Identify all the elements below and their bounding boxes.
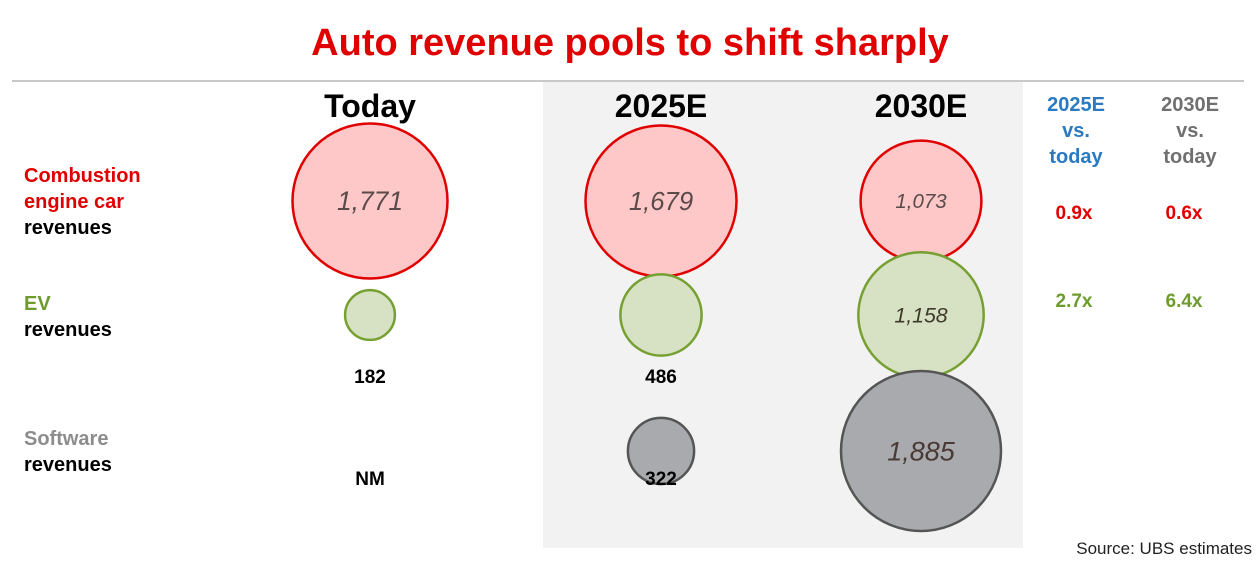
row-label-software: Software revenues (24, 426, 112, 478)
ratio-header-2030e: 2030E vs. today (1150, 92, 1230, 170)
row-label-ev: EV revenues (24, 291, 112, 343)
bubble-combustion-today (291, 122, 449, 280)
value-label-combustion-today: 1,771 (337, 186, 403, 216)
title-divider (12, 80, 1244, 82)
ratio-header-2030e-line: 2030E (1161, 94, 1219, 116)
value-label-software-2030e: 1,885 (887, 436, 956, 466)
ratio-header-2025e-line: vs. (1062, 120, 1090, 142)
bubble-ev-2025e (619, 273, 703, 357)
ratio-header-2025e-line: 2025E (1047, 94, 1105, 116)
value-label-ev-today: 182 (354, 367, 386, 388)
row-label-line: engine car (24, 191, 125, 213)
ratio-header-2025e-line: today (1049, 146, 1103, 168)
ratio-header-2025e: 2025E vs. today (1036, 92, 1116, 170)
ratio-header-2030e-line: today (1163, 146, 1217, 168)
value-label-combustion-2025e: 1,679 (629, 188, 693, 216)
value-label-software-2025e: 322 (645, 469, 677, 490)
ratio-header-2030e-line: vs. (1176, 120, 1204, 142)
ratio-ev-2030e: 6.4x (1165, 291, 1203, 312)
bubble-ev-today (343, 288, 397, 342)
value-label-ev-2030e: 1,158 (894, 303, 947, 327)
column-header-2025e: 2025E (614, 88, 708, 124)
ratio-combustion-2030e: 0.6x (1165, 203, 1203, 224)
row-label-line: revenues (24, 454, 112, 476)
column-header-today: Today (324, 88, 416, 124)
ratio-ev-2025e: 2.7x (1055, 291, 1093, 312)
row-label-combustion: Combustion engine car revenues (24, 163, 141, 241)
value-label-software-today: NM (355, 469, 385, 490)
value-label-combustion-2030e: 1,073 (895, 190, 947, 213)
bubble-software-2030e (839, 369, 1003, 533)
value-label-ev-2025e: 486 (645, 367, 677, 388)
chart-title: Auto revenue pools to shift sharply (311, 22, 949, 64)
ratio-combustion-2025e: 0.9x (1055, 203, 1093, 224)
bubble-software-2025e (626, 416, 696, 486)
row-label-line: revenues (24, 217, 112, 239)
source-note: Source: UBS estimates (1076, 539, 1252, 558)
column-header-2030e: 2030E (874, 88, 968, 124)
row-label-line: Combustion (24, 165, 141, 187)
row-label-line: EV (24, 293, 51, 315)
row-label-line: revenues (24, 319, 112, 341)
row-label-line: Software (24, 428, 109, 450)
